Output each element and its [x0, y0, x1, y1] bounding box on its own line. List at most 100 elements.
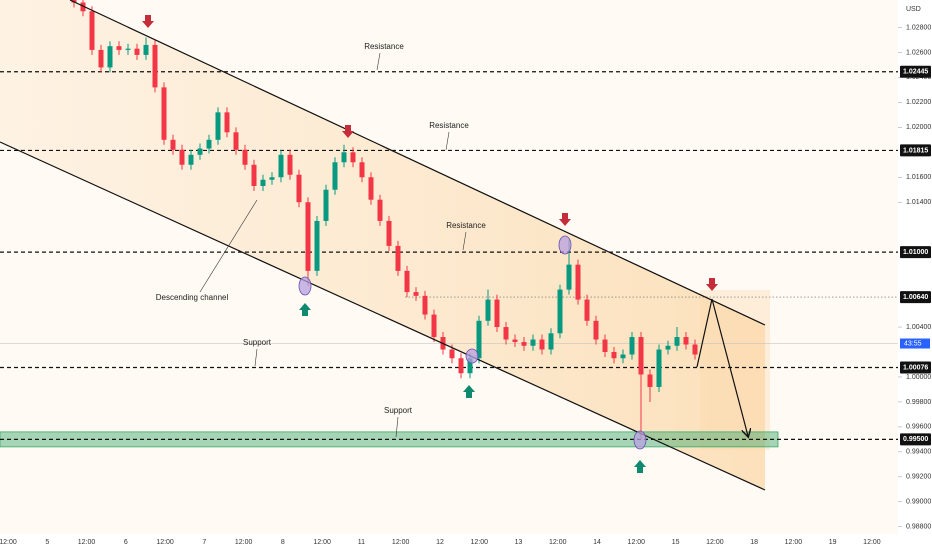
candle-body: [80, 2, 86, 12]
candle-body: [386, 220, 392, 246]
candle-body: [332, 162, 338, 190]
candle-body: [107, 46, 113, 68]
candle-body: [665, 345, 671, 350]
x-tick-label: 12:00: [863, 539, 881, 546]
x-tick-label: 13: [515, 539, 523, 546]
x-tick-label: 14: [593, 539, 601, 546]
touch-circle: [633, 430, 647, 450]
candle-body: [314, 220, 320, 271]
touch-circle: [465, 348, 479, 364]
level-label: 1.01815: [903, 147, 928, 154]
touch-circle: [558, 235, 572, 255]
leaders: [199, 52, 467, 438]
candle-body: [449, 349, 455, 359]
annotation: Resistance: [364, 42, 404, 51]
down-arrow: [706, 278, 718, 291]
candle-body: [368, 177, 374, 200]
level-label: 1.00640: [903, 294, 928, 301]
annotation: Support: [384, 406, 413, 415]
candle-body: [233, 132, 239, 150]
candle-body: [413, 292, 419, 296]
y-tick-label: 1.01600: [906, 174, 931, 181]
up-arrow: [634, 460, 646, 473]
annotation: Support: [243, 338, 272, 347]
leader-line: [395, 416, 399, 438]
price-axis: [898, 0, 932, 550]
candle-body: [116, 46, 122, 50]
leader-line: [254, 348, 258, 367]
candle-body: [395, 245, 401, 271]
candle-body: [683, 337, 689, 345]
candle-body: [548, 333, 554, 350]
leader-line: [462, 231, 467, 251]
candles: [71, 0, 698, 440]
channel-upper: [69, 0, 766, 326]
y-tick-label: 1.00000: [906, 374, 931, 381]
candle-body: [638, 337, 644, 375]
x-tick-label: 12:00: [628, 539, 646, 546]
level-label-box: [900, 361, 931, 374]
touch-markers: [298, 235, 647, 450]
candle-body: [305, 202, 311, 271]
y-tick-label: 0.99000: [906, 499, 931, 506]
x-tick-label: 12:00: [78, 539, 96, 546]
level-label-box: [900, 144, 931, 157]
candle-body: [692, 344, 698, 355]
candle-body: [611, 352, 617, 359]
countdown-box: [900, 338, 930, 349]
annotation: Resistance: [446, 221, 486, 230]
y-tick-label: 0.99800: [906, 399, 931, 406]
level-label-box: [900, 65, 931, 78]
y-tick-label: 0.98800: [906, 524, 931, 531]
candle-body: [557, 289, 563, 334]
down-arrow: [142, 15, 154, 28]
candle-body: [179, 149, 185, 165]
x-tick-label: 12:00: [392, 539, 410, 546]
candle-body: [197, 148, 203, 155]
x-tick-label: 7: [202, 539, 206, 546]
level-label: 0.99500: [903, 436, 928, 443]
candle-body: [467, 358, 473, 374]
levels: [0, 71, 898, 448]
candle-body: [566, 264, 572, 290]
y-tick-label: 1.02800: [906, 24, 931, 31]
candle-body: [269, 177, 275, 180]
candle-body: [422, 295, 428, 315]
candle-body: [431, 314, 437, 338]
projection-path: [696, 298, 748, 436]
candle-body: [215, 112, 221, 140]
axis-labels: 1.028001.026001.024001.022001.020001.016…: [0, 24, 931, 546]
leader-line: [199, 199, 258, 293]
candle-body: [584, 299, 590, 321]
time-axis: [0, 534, 898, 550]
x-tick-label: 6: [124, 539, 128, 546]
touch-circle: [298, 276, 312, 296]
candle-body: [602, 339, 608, 353]
x-tick-label: 12:00: [785, 539, 803, 546]
candle-body: [539, 339, 545, 350]
candle-body: [485, 299, 491, 321]
x-tick-label: 19: [829, 539, 837, 546]
countdown-label: 43:55: [904, 340, 922, 347]
candle-body: [323, 189, 329, 221]
x-tick-label: 12:00: [156, 539, 174, 546]
candle-body: [359, 162, 365, 178]
x-tick-label: 18: [750, 539, 758, 546]
candle-body: [647, 374, 653, 387]
down-arrow: [559, 213, 571, 226]
annotation: Resistance: [429, 121, 469, 130]
x-tick-label: 12:00: [0, 539, 17, 546]
candle-body: [530, 339, 536, 346]
candle-body: [152, 44, 158, 88]
candle-body: [251, 164, 257, 186]
x-tick-label: 11: [358, 539, 365, 546]
candle-body: [98, 49, 104, 68]
leader-line: [376, 52, 381, 71]
y-tick-label: 1.00400: [906, 324, 931, 331]
candle-body: [458, 358, 464, 374]
candle-body: [593, 320, 599, 340]
level-label-box: [900, 291, 931, 304]
candle-body: [476, 320, 482, 359]
x-tick-label: 15: [672, 539, 680, 546]
